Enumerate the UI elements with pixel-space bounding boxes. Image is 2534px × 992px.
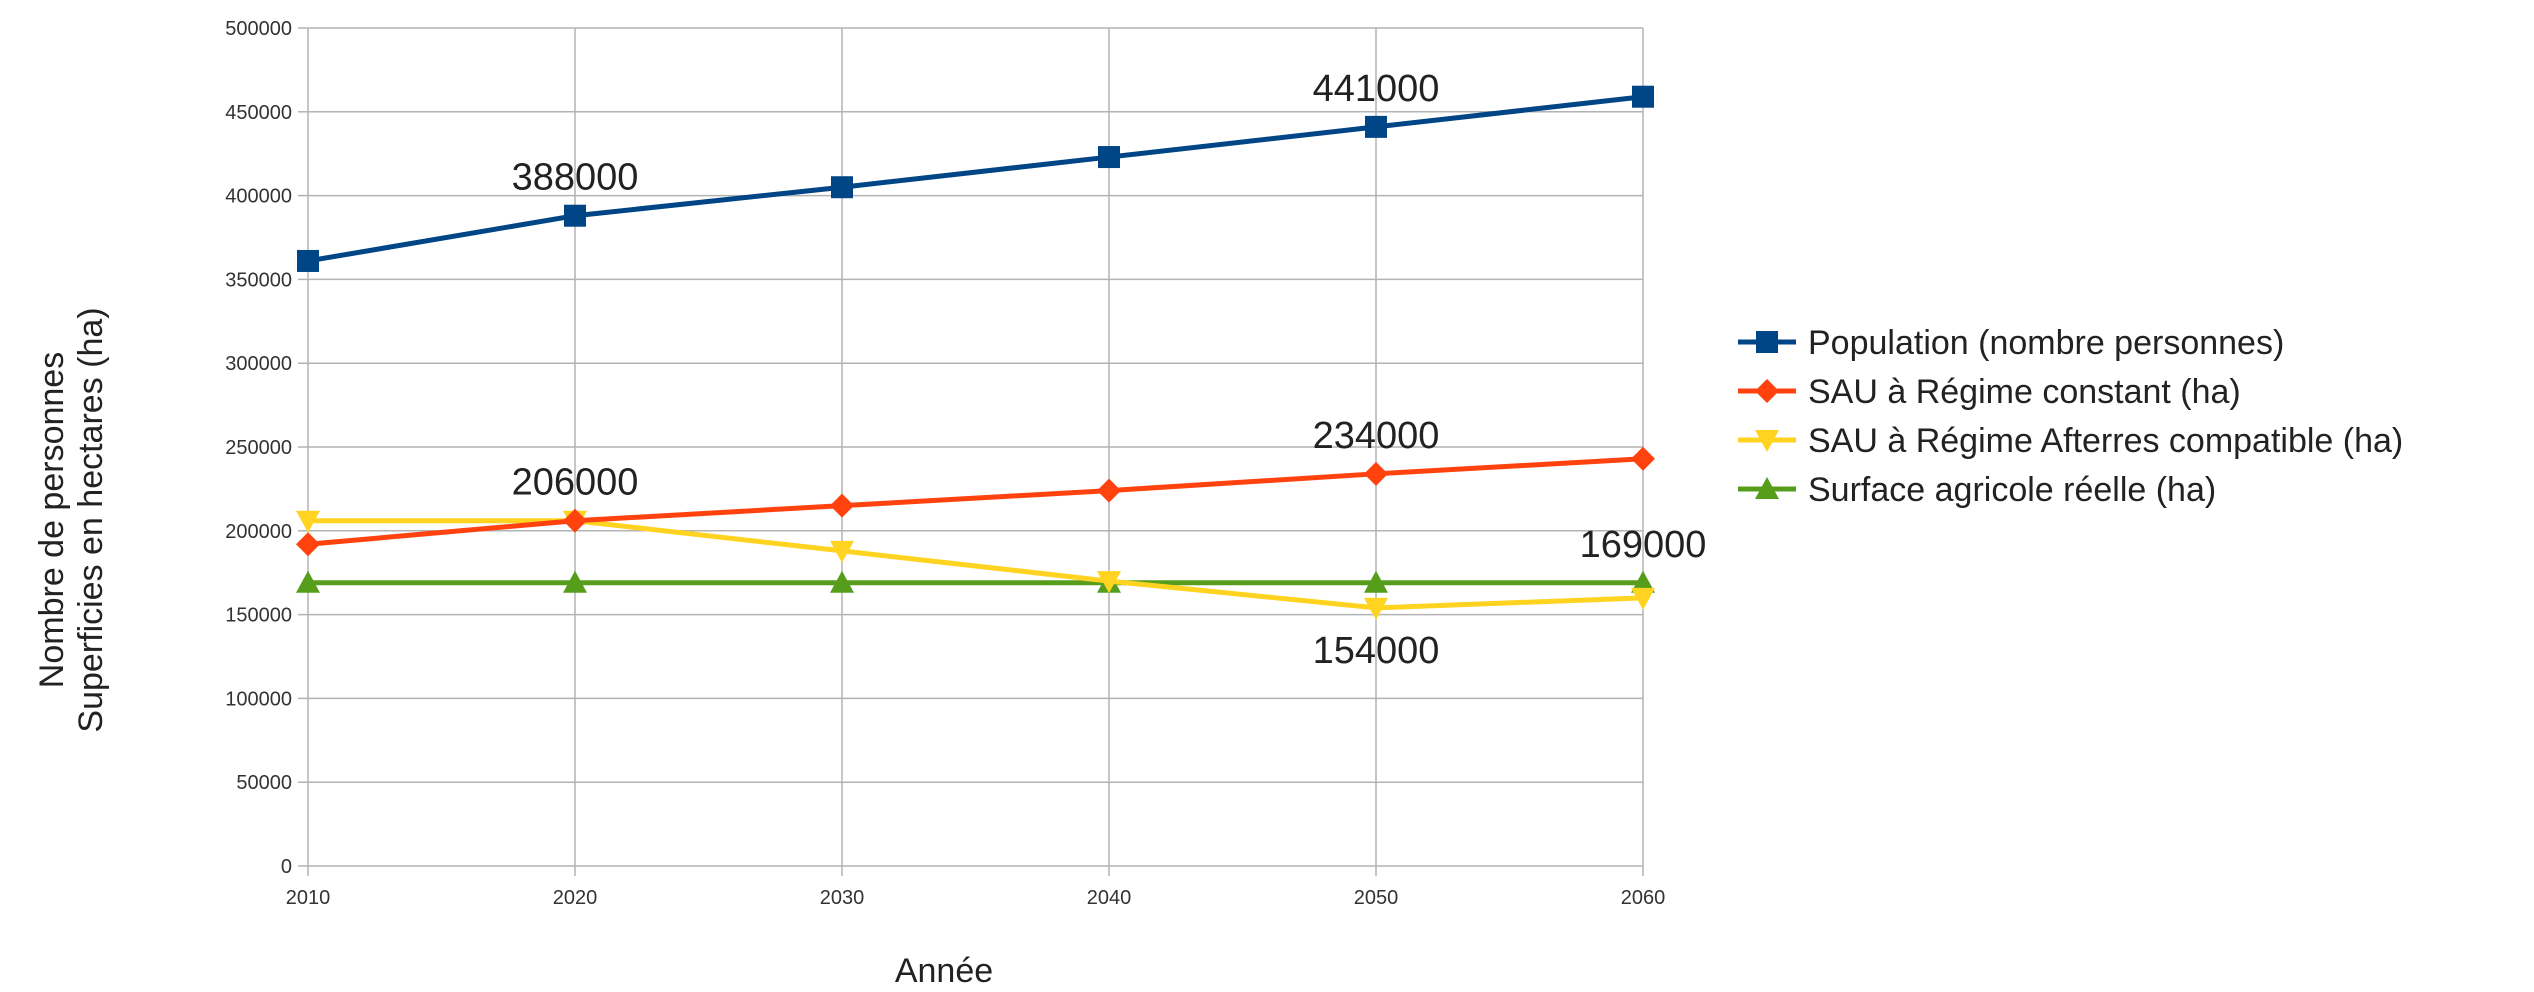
series-line: [308, 518, 1644, 611]
data-point: [1097, 571, 1121, 594]
legend-entry: Population (nombre personnes): [1738, 324, 2284, 362]
data-point: [1365, 115, 1387, 138]
data-point: [1631, 570, 1655, 593]
y-tick-label: 200000: [225, 521, 292, 543]
data-point: [297, 249, 319, 272]
series-group: [296, 85, 1655, 620]
data-point: [1632, 85, 1654, 108]
legend-label: Population (nombre personnes): [1808, 324, 2284, 362]
x-tick-label: 2060: [1621, 887, 1666, 909]
y-tick-label: 400000: [225, 186, 292, 208]
data-label: 169000: [1580, 524, 1707, 566]
data-point: [296, 570, 320, 593]
legend-entry: Surface agricole réelle (ha): [1738, 471, 2216, 509]
axis-titles: Année Nombre de personnes Superficies en…: [33, 307, 993, 990]
data-point: [563, 570, 587, 593]
series-line: [307, 456, 1644, 547]
legend-label: SAU à Régime constant (ha): [1808, 373, 2241, 411]
data-point: [830, 540, 854, 563]
x-tick-label: 2010: [286, 887, 331, 909]
legend-marker: [1756, 331, 1778, 353]
x-tick-label: 2030: [820, 887, 865, 909]
data-point: [1097, 478, 1121, 503]
x-tick-label: 2050: [1354, 887, 1399, 909]
y-tick-label: 50000: [236, 772, 292, 794]
data-point: [1098, 146, 1120, 169]
data-label: 234000: [1313, 415, 1440, 457]
legend-marker: [1755, 477, 1779, 499]
data-point: [830, 570, 854, 593]
data-labels: 388000 441000 206000 234000 169000 154000: [512, 68, 1707, 672]
data-point: [1364, 461, 1388, 486]
data-label: 388000: [512, 157, 639, 199]
series-3: [296, 570, 1655, 593]
legend-entry: SAU à Régime constant (ha): [1738, 373, 2241, 411]
data-point: [1364, 597, 1388, 620]
legend: Population (nombre personnes) SAU à Régim…: [1738, 324, 2403, 509]
data-point: [830, 493, 854, 518]
data-point: [1364, 570, 1388, 593]
legend-label: Surface agricole réelle (ha): [1808, 471, 2216, 509]
data-label: 441000: [1313, 68, 1440, 110]
y-tick-label: 100000: [225, 688, 292, 710]
x-tick-label: 2020: [553, 887, 598, 909]
data-point: [563, 508, 587, 533]
y-tick-label: 350000: [225, 269, 292, 291]
series-line: [307, 94, 1644, 264]
legend-marker: [1755, 379, 1779, 403]
y-tick-label: 300000: [225, 353, 292, 375]
series-0: [297, 85, 1654, 272]
grid: [307, 27, 1644, 867]
series-1: [296, 446, 1655, 557]
y-axis-title-line-1: Nombre de personnes: [33, 352, 71, 688]
data-label: 154000: [1313, 630, 1440, 672]
y-tick-label: 150000: [225, 605, 292, 627]
y-tick-label: 250000: [225, 437, 292, 459]
data-point: [296, 532, 320, 557]
data-label: 206000: [512, 462, 639, 504]
y-tick-label: 500000: [225, 18, 292, 40]
x-tick-label: 2040: [1087, 887, 1132, 909]
y-axis-title-line-2: Superficies en hectares (ha): [72, 307, 110, 732]
data-point: [1631, 587, 1655, 610]
axes: 0 50000 100000 150000 200000 250000 300000 3500…: [225, 18, 1665, 909]
legend-entry: SAU à Régime Afterres compatible (ha): [1738, 422, 2403, 460]
legend-marker: [1755, 430, 1779, 452]
data-point: [831, 176, 853, 199]
data-point: [296, 510, 320, 533]
y-tick-label: 450000: [225, 102, 292, 124]
x-axis-title: Année: [895, 952, 993, 987]
data-point: [564, 204, 586, 227]
y-tick-label: 0: [281, 856, 292, 878]
data-point: [1631, 446, 1655, 471]
series-2: [296, 510, 1655, 620]
legend-label: SAU à Régime Afterres compatible (ha): [1808, 422, 2403, 460]
